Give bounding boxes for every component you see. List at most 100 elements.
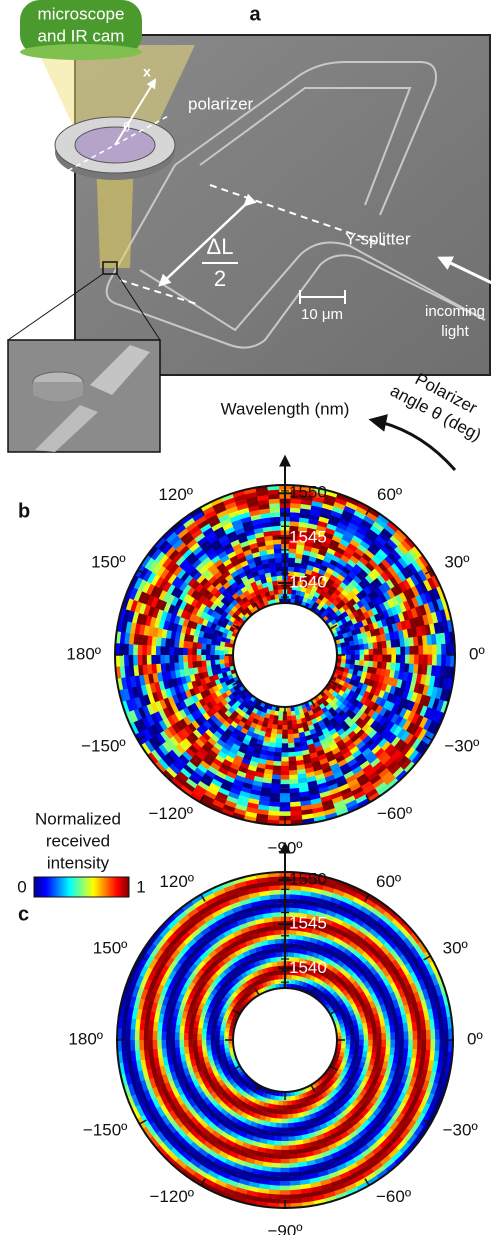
heatmap-cell [272, 774, 281, 779]
heatmap-cell [215, 1045, 220, 1050]
angle-label: 60º [377, 485, 402, 504]
heatmap-cell [382, 648, 387, 656]
heatmap-cell [166, 1040, 171, 1049]
heatmap-cell [288, 939, 296, 944]
heatmap-cell [283, 716, 288, 721]
heatmap-cell [272, 1109, 278, 1114]
angle-label: −30º [443, 1120, 478, 1139]
heatmap-cell [355, 1035, 360, 1041]
heatmap-cell [144, 1030, 149, 1040]
heatmap-cell [133, 644, 138, 655]
heatmap-cell [290, 801, 301, 807]
heatmap-cell [275, 562, 282, 567]
heatmap-cell [157, 1040, 162, 1049]
heatmap-cell [121, 1029, 126, 1041]
heatmap-cell [396, 647, 401, 656]
heatmap-cell [271, 521, 281, 526]
heatmap-cell [274, 711, 279, 716]
angle-label: −150º [81, 736, 126, 755]
heatmap-cell [280, 789, 290, 794]
heatmap-cell [355, 655, 360, 661]
heatmap-cell [274, 1096, 279, 1101]
heatmap-cell [201, 643, 206, 649]
heatmap-cell [269, 503, 280, 509]
heatmap-cell [435, 1040, 440, 1051]
heatmap-cell [287, 979, 292, 984]
heatmap-cell [196, 649, 201, 656]
heatmap-cell [273, 539, 282, 544]
heatmap-cell [367, 1046, 372, 1053]
heatmap-cell [350, 1030, 355, 1035]
heatmap-cell [274, 934, 282, 939]
heatmap-cell [387, 647, 392, 655]
heatmap-cell [210, 650, 215, 656]
heatmap-cell [441, 654, 446, 666]
heatmap-cell [381, 1033, 386, 1040]
heatmap-cell [423, 655, 428, 666]
heatmap-cell [378, 648, 383, 655]
microscope-lens [20, 44, 142, 60]
heatmap-cell [289, 765, 298, 770]
heatmap-cell [280, 807, 292, 812]
heatmap-cell [281, 780, 291, 785]
colorbar: Normalized received intensity 0 1 [17, 809, 145, 897]
heatmap-cell [405, 646, 410, 655]
heatmap-cell [281, 766, 289, 771]
heatmap-cell [289, 756, 297, 761]
heatmap-cell [355, 660, 360, 666]
angle-label: 150º [91, 552, 126, 571]
heatmap-cell [341, 659, 346, 664]
heatmap-cell [215, 660, 220, 665]
heatmap-cell [282, 1110, 288, 1115]
heatmap-cell [290, 806, 302, 812]
heatmap-cell [408, 1040, 413, 1049]
heatmap-cell [280, 1177, 290, 1182]
heatmap-cell [289, 908, 299, 913]
heatmap-cell [215, 1035, 220, 1040]
polarizer-label: polarizer [188, 94, 254, 113]
heatmap-cell [156, 646, 161, 656]
colorbar-title: intensity [47, 853, 110, 872]
heatmap-cell [187, 655, 192, 662]
heatmap-cell [276, 1118, 282, 1123]
heatmap-cell [269, 802, 280, 808]
radial-tick-label: 1550 [289, 870, 327, 889]
heatmap-cell [196, 655, 201, 662]
colorbar-max: 1 [136, 877, 145, 896]
heatmap-cell [441, 643, 446, 655]
heatmap-cell [281, 775, 290, 780]
heatmap-cell [272, 724, 278, 729]
heatmap-cell [432, 655, 437, 666]
heatmap-cell [395, 1032, 400, 1040]
heatmap-cell [193, 1040, 198, 1047]
heatmap-cell [273, 930, 281, 935]
heatmap-cell [174, 647, 179, 655]
heatmap-cell [206, 1035, 211, 1041]
heatmap-cell [270, 1176, 281, 1181]
angle-label: 0º [469, 644, 485, 663]
heatmap-cell [409, 655, 414, 665]
heatmap-cell [197, 1046, 202, 1053]
heatmap-cell [350, 650, 355, 655]
heatmap-cell [130, 1040, 135, 1051]
heatmap-cell [289, 1158, 298, 1163]
heatmap-cell [364, 655, 369, 661]
heatmap-cell [395, 1040, 400, 1048]
heatmap-cell [278, 720, 283, 725]
heatmap-cell [183, 655, 188, 663]
heatmap-cell [206, 1045, 211, 1051]
heatmap-cell [273, 1104, 279, 1109]
angle-label: −90º [267, 1221, 302, 1235]
heatmap-cell [373, 655, 378, 662]
heatmap-cell [274, 752, 282, 757]
heatmap-cell [282, 1128, 289, 1133]
heatmap-cell [373, 648, 378, 655]
heatmap-cell [215, 1040, 220, 1045]
angle-label: 30º [444, 552, 469, 571]
heatmap-cell [139, 1030, 144, 1041]
heatmap-cell [430, 1029, 435, 1040]
heatmap-cell [289, 779, 299, 784]
heatmap-cell [128, 655, 133, 667]
heatmap-cell [399, 1040, 404, 1049]
heatmap-cell [224, 647, 229, 652]
